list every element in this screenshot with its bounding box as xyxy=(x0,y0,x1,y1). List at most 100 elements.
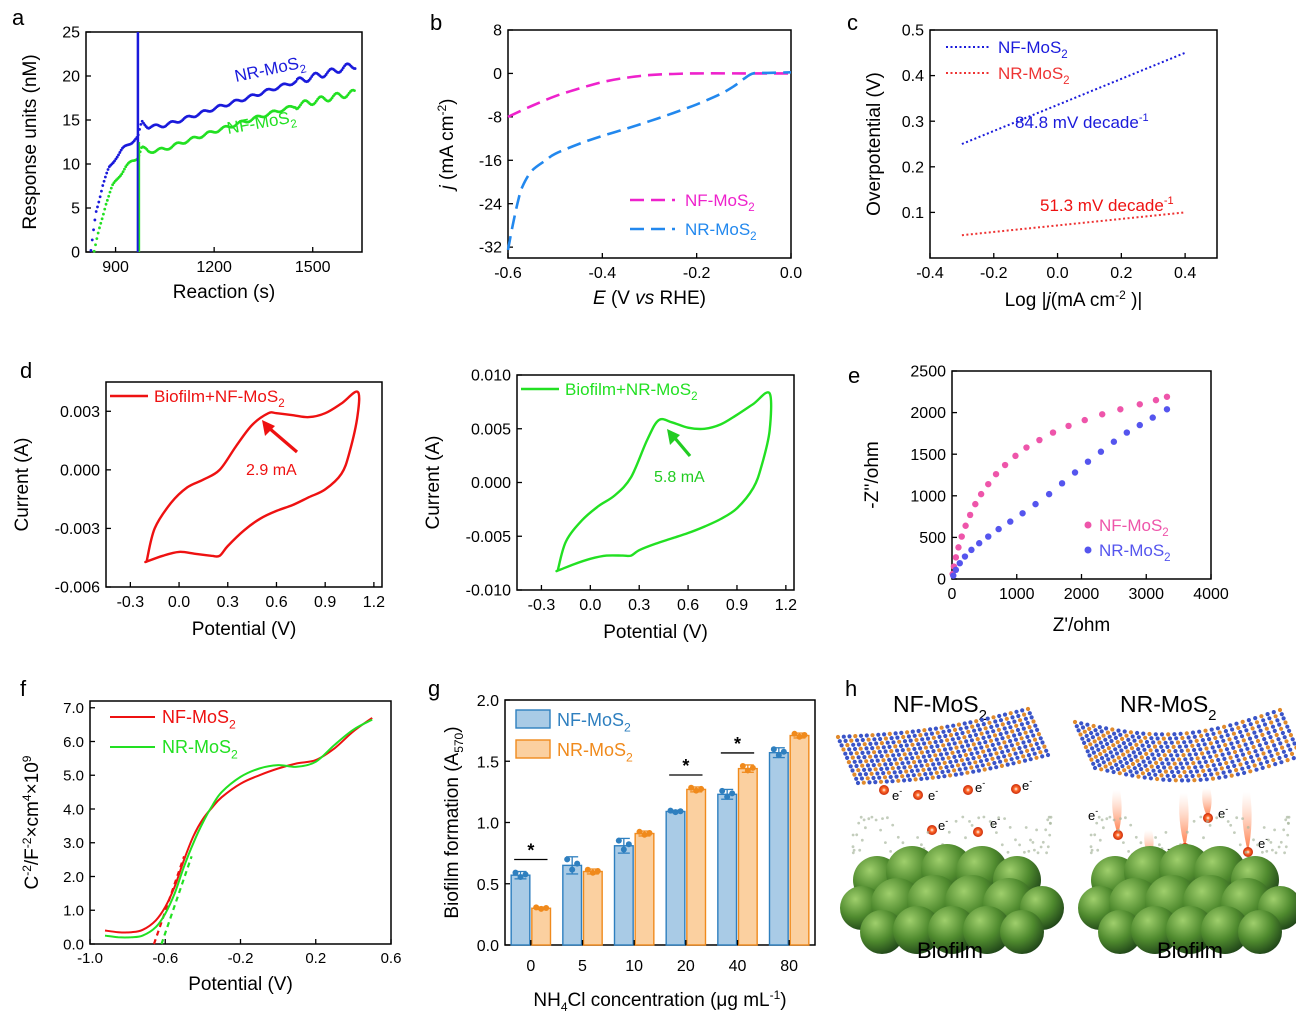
y-tick-label: 0.0 xyxy=(477,938,499,955)
x-tick-label: 0.0 xyxy=(1046,265,1068,282)
atom xyxy=(850,768,855,773)
atom xyxy=(1275,751,1280,756)
atom xyxy=(1105,741,1110,747)
atom xyxy=(1106,757,1111,762)
electron-label: e- xyxy=(892,786,902,803)
atom xyxy=(1234,721,1239,726)
series-label-nr: NR-MoS2 xyxy=(233,52,308,89)
atom xyxy=(965,757,970,762)
atom xyxy=(1111,743,1116,748)
atom xyxy=(998,745,1003,751)
atom xyxy=(918,746,923,751)
atom xyxy=(984,757,989,763)
atom xyxy=(931,762,936,767)
atom xyxy=(869,771,874,776)
atom xyxy=(1034,741,1039,747)
atom xyxy=(1268,735,1273,740)
particle xyxy=(864,826,867,830)
bar xyxy=(737,767,758,946)
atom xyxy=(1144,739,1150,745)
atom xyxy=(921,767,926,773)
atom xyxy=(1128,730,1133,735)
atom xyxy=(1026,753,1031,758)
atom xyxy=(1010,715,1015,720)
atom xyxy=(1145,767,1150,773)
x-tick-label: 0.2 xyxy=(1110,265,1132,282)
atom xyxy=(1000,750,1005,755)
atom xyxy=(883,762,888,767)
electron xyxy=(1011,784,1021,794)
atom xyxy=(998,718,1004,723)
atom xyxy=(897,739,902,744)
legend-label: NF-MoS2 xyxy=(685,191,755,214)
particle xyxy=(1267,838,1270,842)
x-tick-label: 5 xyxy=(578,958,587,975)
particle xyxy=(991,823,995,827)
particle xyxy=(1269,841,1273,844)
particle xyxy=(852,848,856,852)
data-point xyxy=(955,544,962,551)
particle xyxy=(1006,850,1010,854)
data-point xyxy=(119,148,123,152)
particle xyxy=(1215,816,1219,820)
atom xyxy=(847,747,852,752)
particle xyxy=(1271,848,1274,852)
atom xyxy=(1211,731,1216,736)
atom xyxy=(1232,763,1237,769)
data-point xyxy=(118,151,122,154)
data-point xyxy=(100,189,103,193)
atom xyxy=(1223,774,1228,779)
atom xyxy=(1186,778,1191,783)
atom xyxy=(923,758,928,764)
atom xyxy=(1246,718,1251,723)
data-point xyxy=(340,68,344,72)
y-tick-label: 0.000 xyxy=(471,475,511,492)
atom xyxy=(1032,751,1037,756)
y-tick-label: 1.0 xyxy=(63,903,84,920)
particle xyxy=(964,836,967,840)
atom xyxy=(1022,712,1027,717)
electrons-left: e-e-e-e-e-e- xyxy=(879,776,1032,837)
atom xyxy=(1170,769,1175,775)
replicate-point xyxy=(589,869,596,876)
atom xyxy=(1002,740,1007,745)
atom xyxy=(1197,760,1202,765)
atom xyxy=(1264,726,1269,731)
atom xyxy=(904,743,909,748)
electron xyxy=(927,825,937,835)
atom xyxy=(1084,733,1089,739)
x-tick-label: 0.9 xyxy=(314,594,336,611)
atom xyxy=(968,734,973,739)
x-tick-label: 0.3 xyxy=(628,597,650,614)
atom xyxy=(1008,739,1013,744)
atom xyxy=(1234,768,1239,773)
y-tick-label: 4.0 xyxy=(63,801,84,818)
atom xyxy=(1099,729,1104,734)
atom xyxy=(1082,740,1087,746)
bacterium xyxy=(860,910,904,954)
atom xyxy=(925,776,930,781)
atom xyxy=(1225,733,1230,738)
data-point xyxy=(107,194,111,198)
atom xyxy=(1247,750,1252,756)
x-axis-label: E (V vs RHE) xyxy=(593,288,706,309)
atom xyxy=(1265,759,1270,765)
particle xyxy=(1192,819,1196,823)
bacterium xyxy=(1000,910,1044,954)
atom xyxy=(935,744,940,749)
replicate-point xyxy=(791,730,798,737)
series-line-NF-MoS2 xyxy=(104,717,373,934)
bacterium xyxy=(928,906,976,954)
atom xyxy=(1128,742,1133,747)
particle xyxy=(1233,831,1236,834)
atom xyxy=(962,748,967,753)
atom xyxy=(988,752,993,757)
x-tick-label: 0.9 xyxy=(726,597,748,614)
atom xyxy=(1133,754,1138,759)
atom xyxy=(954,759,959,764)
atom xyxy=(1045,752,1051,758)
atom xyxy=(917,772,922,777)
atom xyxy=(1263,755,1268,760)
bar xyxy=(634,832,655,946)
x-tick-label: 10 xyxy=(625,958,643,975)
